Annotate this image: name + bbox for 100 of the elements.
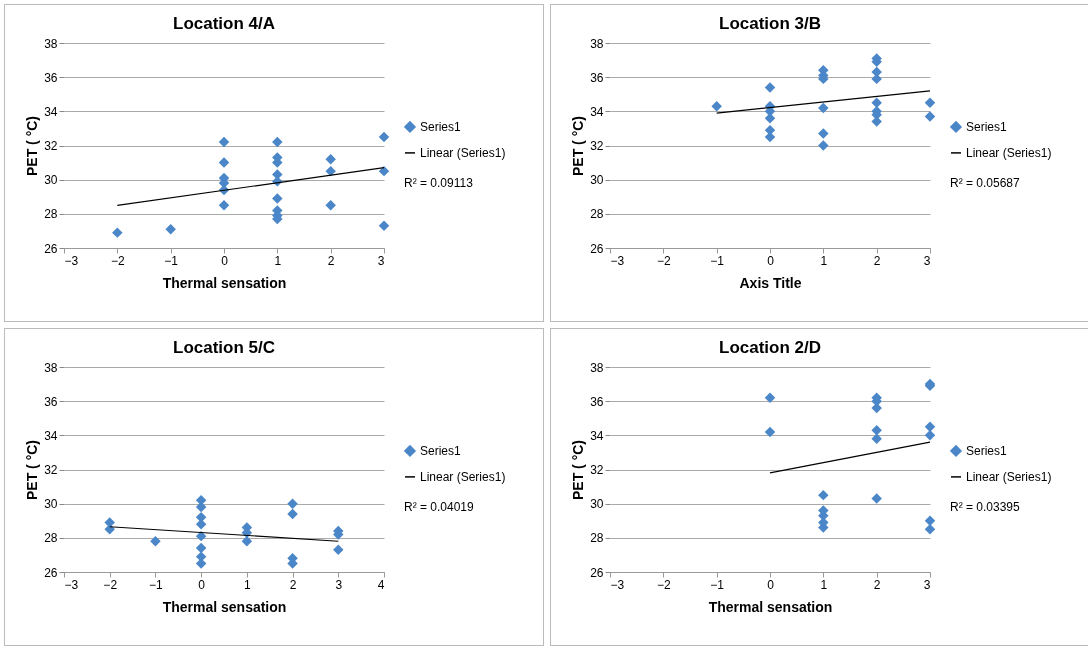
legend-label: Linear (Series1) xyxy=(966,145,1052,160)
y-tick-label: 28 xyxy=(44,207,58,222)
point xyxy=(195,542,207,554)
y-tick-label: 26 xyxy=(590,565,604,580)
x-tick-label: 1 xyxy=(820,577,828,592)
y-tick-label: 38 xyxy=(44,36,58,51)
point xyxy=(764,392,776,403)
y-tick-label: 36 xyxy=(44,394,58,409)
point xyxy=(112,227,123,238)
point xyxy=(272,193,283,204)
x-tick-label: −2 xyxy=(656,577,671,592)
x-tick-label: 2 xyxy=(289,577,297,592)
text: R² = 0.03395 xyxy=(950,499,1021,514)
y-tick-label: 34 xyxy=(44,428,58,443)
chart-title: Location 5/C xyxy=(172,338,276,357)
point xyxy=(818,140,829,151)
y-tick-label: 30 xyxy=(44,497,58,512)
chart-title: Location 2/D xyxy=(718,338,822,357)
point xyxy=(764,82,776,93)
y-tick-label: 38 xyxy=(590,360,604,375)
point xyxy=(378,131,390,143)
legend-label: Series1 xyxy=(966,119,1008,134)
y-tick-label: 32 xyxy=(44,463,58,477)
point xyxy=(241,536,253,547)
point xyxy=(711,100,722,112)
point xyxy=(924,515,936,526)
point xyxy=(104,524,115,535)
y-tick-label: 34 xyxy=(590,428,604,443)
x-tick-label: 3 xyxy=(923,253,931,268)
text: R² = 0.04019 xyxy=(404,499,475,514)
x-axis-title: Axis Title xyxy=(739,274,802,291)
point xyxy=(325,200,336,211)
point xyxy=(218,136,230,148)
y-axis-title: PET ( °C) xyxy=(24,439,41,501)
y-tick-label: 36 xyxy=(44,70,58,85)
x-tick-label: 0 xyxy=(767,577,775,592)
x-tick-label: −3 xyxy=(610,577,625,592)
y-tick-label: 36 xyxy=(590,394,604,409)
point xyxy=(325,153,336,165)
x-tick-label: 3 xyxy=(377,253,385,268)
x-tick-label: 2 xyxy=(327,253,335,268)
x-tick-label: −2 xyxy=(656,253,671,268)
legend-label: Linear (Series1) xyxy=(420,145,506,160)
y-tick-label: 28 xyxy=(44,531,58,546)
point xyxy=(924,524,936,535)
point xyxy=(871,493,882,504)
y-tick-label: 30 xyxy=(590,497,604,512)
x-axis-title: Thermal sensation xyxy=(162,598,287,615)
x-tick-label: 2 xyxy=(873,253,881,268)
legend-label: Series1 xyxy=(420,119,462,134)
y-tick-label: 32 xyxy=(590,463,604,477)
x-tick-label: 4 xyxy=(377,577,385,592)
point xyxy=(218,157,230,168)
x-tick-label: −1 xyxy=(710,253,725,268)
y-axis-title: PET ( °C) xyxy=(570,439,587,501)
point xyxy=(818,489,829,501)
point xyxy=(818,102,829,114)
x-tick-label: 1 xyxy=(274,253,282,268)
x-tick-label: 0 xyxy=(198,577,206,592)
legend-label: Series1 xyxy=(420,443,462,458)
x-tick-label: 1 xyxy=(244,577,252,592)
point xyxy=(818,128,829,139)
x-tick-label: −3 xyxy=(64,577,79,592)
legend-label: Linear (Series1) xyxy=(420,469,506,484)
point xyxy=(165,223,176,235)
point xyxy=(150,536,161,547)
x-tick-label: 2 xyxy=(873,577,881,592)
point xyxy=(378,165,390,177)
point xyxy=(764,426,776,438)
point xyxy=(871,433,882,444)
y-tick-label: 28 xyxy=(590,207,604,222)
point xyxy=(272,136,283,148)
y-tick-label: 26 xyxy=(44,241,58,256)
point xyxy=(924,111,936,122)
point xyxy=(924,97,936,109)
point xyxy=(325,165,336,177)
x-tick-label: −2 xyxy=(110,253,125,268)
point xyxy=(378,220,390,232)
x-tick-label: −1 xyxy=(149,577,164,592)
y-tick-label: 30 xyxy=(590,173,604,188)
y-axis-title: PET ( °C) xyxy=(570,115,587,177)
legend-label: Linear (Series1) xyxy=(966,469,1052,484)
x-tick-label: −1 xyxy=(710,577,725,592)
y-tick-label: 34 xyxy=(590,104,604,119)
y-tick-label: 38 xyxy=(590,36,604,51)
point xyxy=(333,544,344,556)
x-tick-label: −3 xyxy=(610,253,625,268)
text: R² = 0.05687 xyxy=(950,175,1021,190)
legend-label: Series1 xyxy=(966,443,1008,458)
y-axis-title: PET ( °C) xyxy=(24,115,41,177)
x-tick-label: −1 xyxy=(164,253,179,268)
y-tick-label: 26 xyxy=(590,241,604,256)
y-tick-label: 26 xyxy=(44,565,58,580)
x-tick-label: −2 xyxy=(103,577,118,592)
point xyxy=(287,508,298,520)
point xyxy=(924,430,936,441)
point xyxy=(195,530,207,542)
chart-title: Location 3/B xyxy=(718,14,822,33)
point xyxy=(218,200,230,211)
text: R² = 0.09113 xyxy=(404,175,474,190)
